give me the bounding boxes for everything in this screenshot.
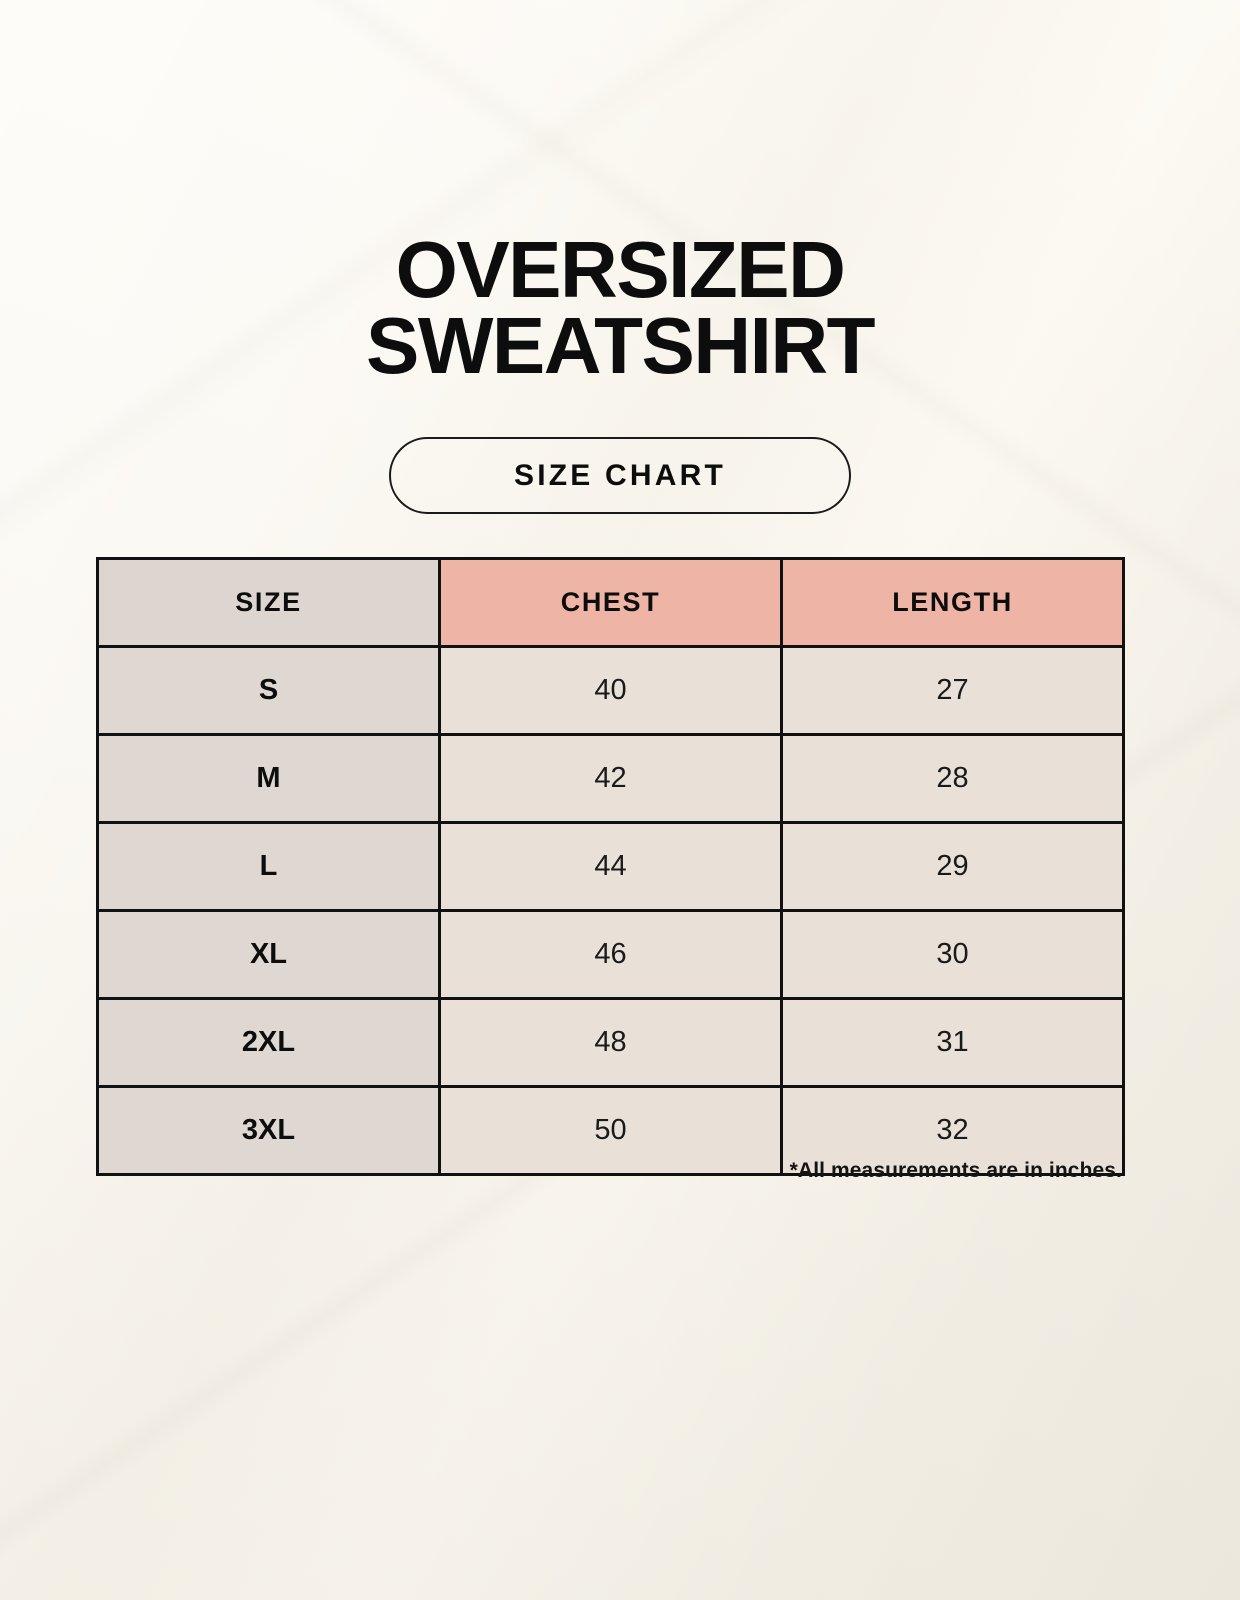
size-table-container: SIZE CHEST LENGTH S 40 27 M 42 28 L [96,557,1125,1176]
cell-length: 29 [780,821,1125,912]
cell-size: 2XL [96,997,441,1088]
cell-chest: 48 [438,997,783,1088]
cell-size: XL [96,909,441,1000]
cell-size: L [96,821,441,912]
cell-chest: 46 [438,909,783,1000]
cell-chest: 44 [438,821,783,912]
cell-length: 30 [780,909,1125,1000]
table-row: 2XL 48 31 [96,997,1125,1088]
cell-length: 27 [780,645,1125,736]
page-title: OVERSIZED SWEATSHIRT [0,225,1240,390]
column-header-chest: CHEST [438,557,783,648]
size-chart-badge-label: SIZE CHART [514,458,726,492]
size-chart-badge-container: SIZE CHART [0,437,1240,514]
column-header-length: LENGTH [780,557,1125,648]
cell-chest: 40 [438,645,783,736]
table-row: XL 46 30 [96,909,1125,1000]
table-row: M 42 28 [96,733,1125,824]
cell-chest: 42 [438,733,783,824]
size-chart-badge: SIZE CHART [389,437,851,514]
table-row: S 40 27 [96,645,1125,736]
cell-size: M [96,733,441,824]
cell-size: S [96,645,441,736]
cell-length: 28 [780,733,1125,824]
table-header-row: SIZE CHEST LENGTH [96,557,1125,648]
measurement-footnote: *All measurements are in inches. [789,1159,1122,1182]
table-row: L 44 29 [96,821,1125,912]
page-title-line-2: SWEATSHIRT [366,301,875,390]
column-header-size: SIZE [96,557,441,648]
cell-length: 31 [780,997,1125,1088]
page-title-line-1: OVERSIZED [395,225,846,314]
size-table: SIZE CHEST LENGTH S 40 27 M 42 28 L [96,557,1125,1176]
